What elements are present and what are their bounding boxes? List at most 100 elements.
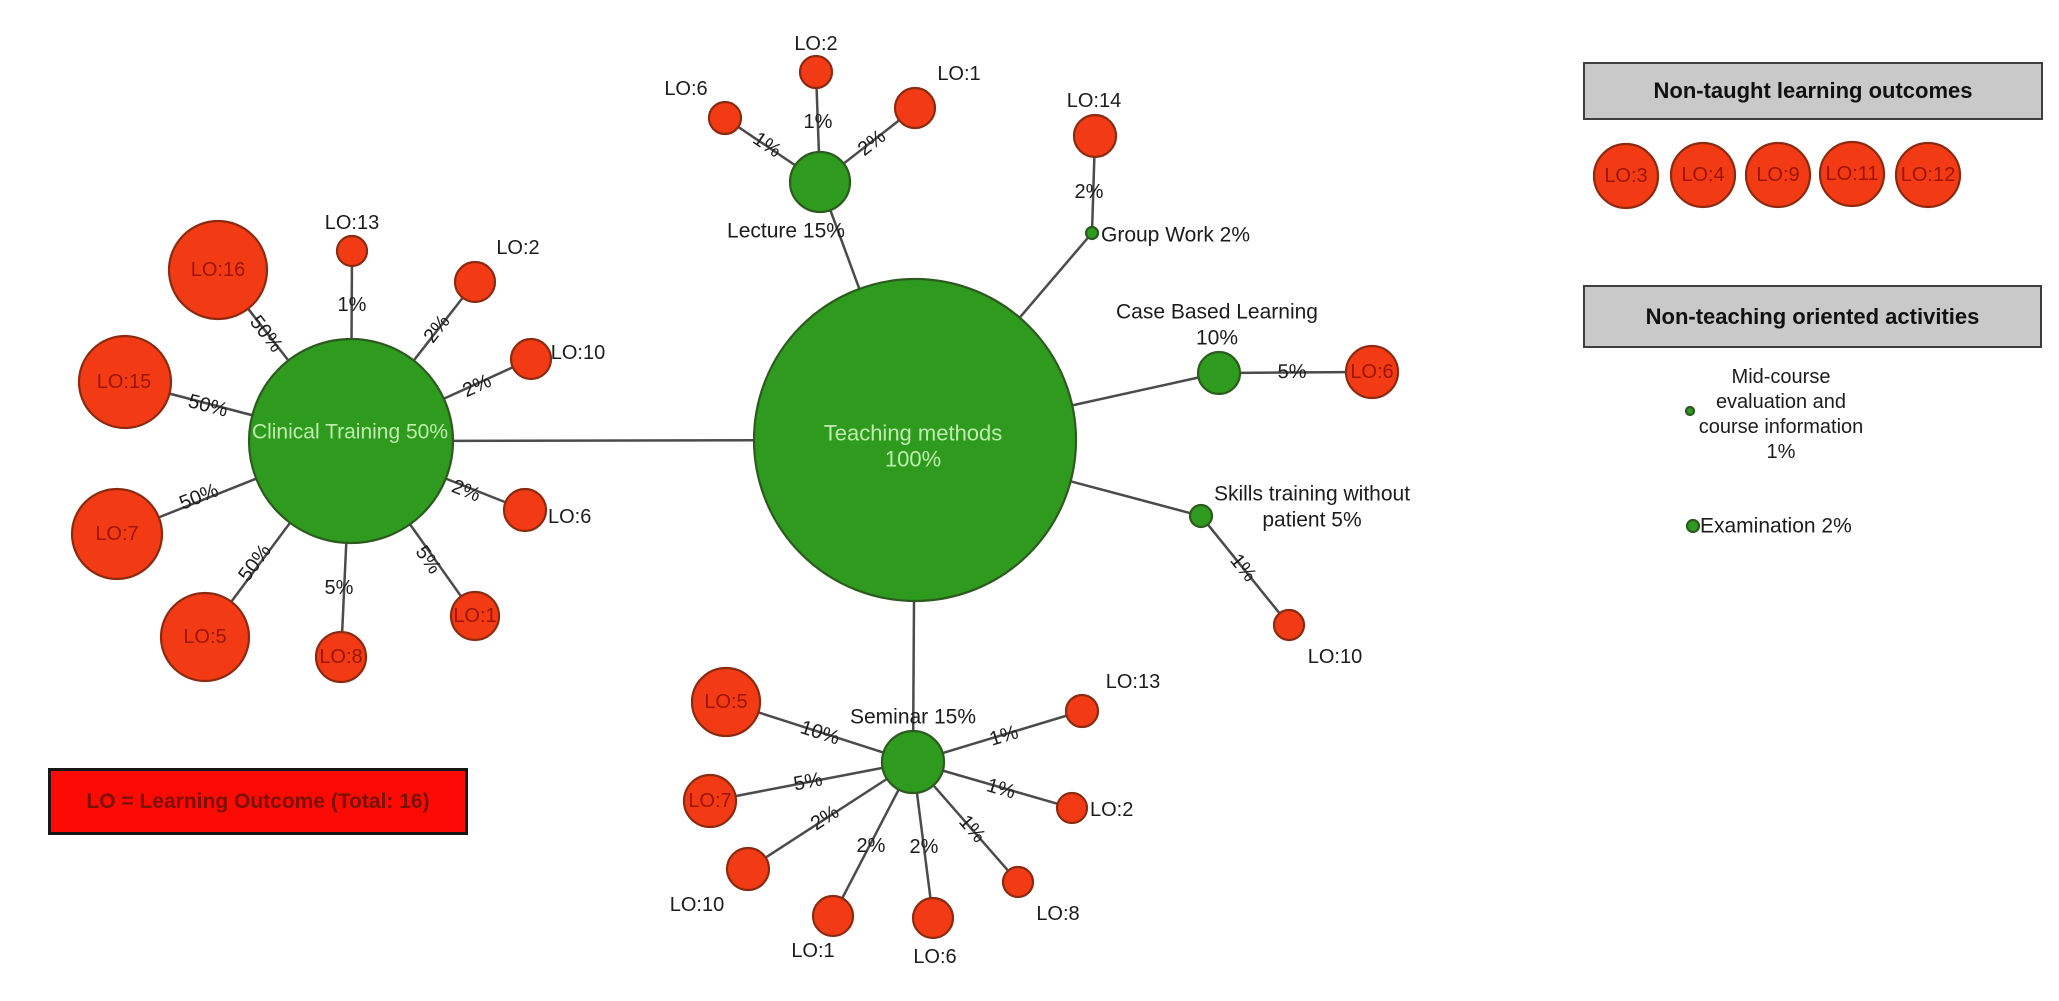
node-label-cb-lo6: LO:6 <box>1350 361 1393 383</box>
edge-label-clinical-c-lo6: 2% <box>449 475 484 506</box>
node-label-l-lo1: LO:1 <box>937 63 980 85</box>
edge-lecture-l-lo1 <box>842 119 900 165</box>
node-leg-lo4 <box>1669 141 1737 209</box>
node-se-lo10 <box>725 846 771 892</box>
node-label-se-lo5: LO:5 <box>704 691 747 713</box>
edge-teaching-seminar <box>911 600 916 732</box>
node-l-lo6 <box>707 100 743 136</box>
node-label-se-lo8: LO:8 <box>1036 903 1079 925</box>
node-label-lo16: LO:16 <box>191 259 245 281</box>
node-label-l-lo2: LO:2 <box>794 33 837 55</box>
edge-teaching-case <box>1071 376 1199 407</box>
node-c-lo6 <box>502 487 548 533</box>
node-label-skills-line1: Skills training without <box>1214 483 1410 506</box>
node-l-lo1 <box>893 86 937 130</box>
edge-label-lecture-l-lo6: 1% <box>749 128 785 163</box>
node-se-lo7 <box>682 773 738 829</box>
edge-seminar-se-lo7 <box>735 766 883 798</box>
edge-label-clinical-c-lo13: 1% <box>338 294 367 316</box>
edge-clinical-c-lo6 <box>445 477 506 504</box>
node-case <box>1196 350 1242 396</box>
node-midcourse-dot <box>1684 405 1696 417</box>
edge-clinical-lo16 <box>247 307 290 362</box>
edge-label-clinical-lo15: 50% <box>186 390 230 421</box>
node-lecture <box>788 150 852 214</box>
node-label-se-lo7: LO:7 <box>688 790 731 812</box>
edge-clinical-c-lo1 <box>408 523 463 598</box>
node-lo14 <box>1072 113 1118 159</box>
edge-clinical-lo15 <box>169 392 253 417</box>
edge-clinical-c-lo2 <box>412 297 464 362</box>
edge-label-clinical-c-lo1: 5% <box>411 542 446 578</box>
node-label-group: Group Work 2% <box>1101 224 1250 247</box>
edge-group-lo14 <box>1090 156 1096 228</box>
node-lo16 <box>167 219 269 321</box>
node-se-lo5 <box>690 666 762 738</box>
node-label-c-lo6: LO:6 <box>548 506 591 528</box>
edge-label-clinical-c-lo5: 50% <box>234 540 276 585</box>
edge-clinical-c-lo7 <box>158 477 257 519</box>
node-label-c-lo1: LO:1 <box>453 605 496 627</box>
edge-label-seminar-se-lo1: 2% <box>857 835 886 857</box>
node-seminar <box>880 729 946 795</box>
node-label-teaching-line1: Teaching methods <box>824 421 1003 446</box>
node-label-c-lo2: LO:2 <box>496 237 539 259</box>
lo-abbreviation-note-box: LO = Learning Outcome (Total: 16) <box>48 768 468 835</box>
node-leg-lo9 <box>1744 141 1812 209</box>
edge-label-seminar-se-lo7: 5% <box>792 768 825 795</box>
edge-label-seminar-se-lo10: 2% <box>807 801 843 835</box>
non-teaching-legend-title: Non-teaching oriented activities <box>1645 303 1980 329</box>
node-label-c-lo7: LO:7 <box>95 523 138 545</box>
node-label-teaching-line2: 100% <box>885 447 941 472</box>
node-label-midcourse-dot-line1: Mid-course <box>1732 366 1831 388</box>
node-label-leg-lo11: LO:11 <box>1826 163 1879 185</box>
node-label-se-lo2: LO:2 <box>1090 799 1133 821</box>
node-label-leg-lo3: LO:3 <box>1604 165 1647 187</box>
node-label-c-lo8: LO:8 <box>319 646 362 668</box>
node-label-leg-lo12: LO:12 <box>1901 164 1955 186</box>
edge-skills-s-lo10 <box>1206 523 1281 615</box>
node-label-clinical: Clinical Training 50% <box>252 421 448 444</box>
edge-teaching-group <box>1018 236 1090 319</box>
node-label-se-lo6: LO:6 <box>913 946 956 968</box>
edge-seminar-se-lo5 <box>757 711 884 754</box>
edge-label-group-lo14: 2% <box>1075 181 1104 203</box>
edge-seminar-se-lo6 <box>915 792 932 899</box>
non-taught-legend-box: Non-taught learning outcomes <box>1583 62 2043 120</box>
edge-lecture-l-lo6 <box>737 125 796 167</box>
node-lo15 <box>77 334 173 430</box>
edge-seminar-se-lo13 <box>942 714 1068 755</box>
edge-label-case-cb-lo6: 5% <box>1277 361 1306 383</box>
node-se-lo1 <box>811 894 855 938</box>
node-label-leg-lo9: LO:9 <box>1756 164 1799 186</box>
node-label-midcourse-dot-line3: course information <box>1699 416 1864 438</box>
node-label-l-lo6: LO:6 <box>664 78 707 100</box>
node-label-lo15: LO:15 <box>97 371 151 393</box>
node-label-exam-dot: Examination 2% <box>1700 515 1852 538</box>
node-skills <box>1188 503 1214 529</box>
node-label-se-lo1: LO:1 <box>791 940 834 962</box>
edge-clinical-c-lo8 <box>340 542 348 633</box>
node-label-midcourse-dot-line2: evaluation and <box>1716 391 1846 413</box>
lo-abbreviation-note-text: LO = Learning Outcome (Total: 16) <box>86 789 430 813</box>
edge-teaching-clinical <box>452 439 755 443</box>
node-c-lo5 <box>159 591 251 683</box>
edge-clinical-c-lo10 <box>443 366 514 400</box>
edge-label-lecture-l-lo2: 1% <box>804 111 833 133</box>
node-c-lo2 <box>453 260 497 304</box>
node-leg-lo12 <box>1894 141 1962 209</box>
node-label-s-lo10: LO:10 <box>1308 646 1362 668</box>
edge-label-seminar-se-lo5: 10% <box>798 716 843 749</box>
non-taught-legend-title: Non-taught learning outcomes <box>1653 78 1973 103</box>
edge-lecture-l-lo2 <box>815 87 821 153</box>
node-label-midcourse-dot-line4: 1% <box>1767 441 1796 463</box>
node-c-lo7 <box>70 487 164 581</box>
edge-teaching-lecture <box>829 209 861 290</box>
node-teaching <box>752 277 1078 603</box>
edge-seminar-se-lo1 <box>841 788 900 899</box>
node-c-lo8 <box>314 630 368 684</box>
node-leg-lo3 <box>1592 142 1660 210</box>
node-cb-lo6 <box>1344 344 1400 400</box>
edge-case-cb-lo6 <box>1239 370 1347 375</box>
